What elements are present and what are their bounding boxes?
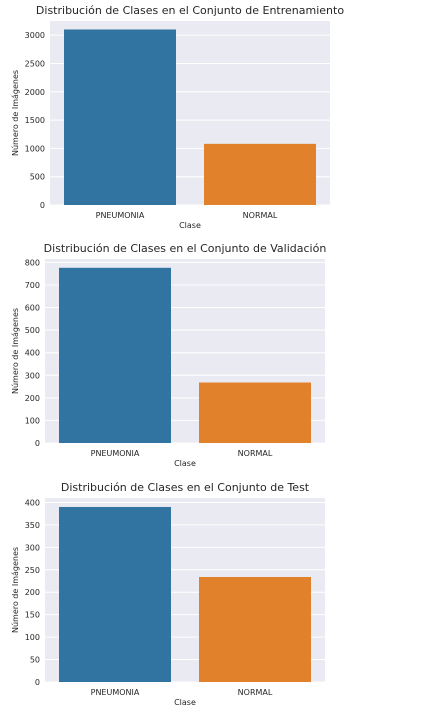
y-tick-label: 1000 [25,144,45,153]
y-tick-label: 50 [30,656,40,665]
x-axis-label: Clase [174,698,196,707]
y-tick-label: 500 [25,326,40,335]
y-tick-label: 150 [25,611,40,620]
x-tick-label: PNEUMONIA [96,211,145,220]
y-tick-label: 3000 [25,31,45,40]
bar-pneumonia [64,29,176,205]
y-tick-label: 0 [35,439,40,448]
y-axis-label: Número de Imágenes [11,308,20,394]
y-tick-label: 350 [25,521,40,530]
y-tick-label: 0 [40,201,45,210]
bar-pneumonia [59,267,171,443]
y-tick-label: 200 [25,588,40,597]
y-tick-label: 700 [25,281,40,290]
x-tick-label: NORMAL [238,688,273,697]
chart-title: Distribución de Clases en el Conjunto de… [61,481,310,494]
x-tick-label: NORMAL [238,449,273,458]
chart-title: Distribución de Clases en el Conjunto de… [44,242,327,255]
x-tick-label: PNEUMONIA [91,688,140,697]
y-tick-label: 400 [25,349,40,358]
x-axis-label: Clase [179,221,201,230]
x-tick-label: PNEUMONIA [91,449,140,458]
y-tick-label: 2000 [25,88,45,97]
y-tick-label: 500 [30,173,45,182]
y-tick-label: 1500 [25,116,45,125]
y-tick-label: 300 [25,371,40,380]
y-tick-label: 2500 [25,59,45,68]
y-axis-label: Número de Imágenes [11,70,20,156]
chart-1: 0 500 1000 1500 2000 2500 3000 PNEUMONIA NORMAL D… [11,4,344,230]
y-tick-label: 400 [25,498,40,507]
y-tick-label: 100 [25,416,40,425]
chart-3: 0 50 100 150 200 250 300 350 400 PNEUMONIA NORMAL D… [11,481,325,707]
bar-normal [204,143,316,205]
y-tick-label: 200 [25,394,40,403]
bar-normal [199,382,311,443]
y-axis-label: Número de Imágenes [11,547,20,633]
y-tick-label: 600 [25,304,40,313]
bar-pneumonia [59,506,171,682]
y-tick-label: 250 [25,566,40,575]
chart-title: Distribución de Clases en el Conjunto de… [36,4,344,17]
x-axis-label: Clase [174,459,196,468]
y-tick-label: 0 [35,678,40,687]
x-tick-label: NORMAL [243,211,278,220]
chart-2: 0 100 200 300 400 500 600 700 800 PNEUMONIA NORMAL… [11,242,326,468]
bar-normal [199,576,311,682]
y-tick-label: 800 [25,258,40,267]
y-tick-label: 300 [25,543,40,552]
y-tick-label: 100 [25,633,40,642]
